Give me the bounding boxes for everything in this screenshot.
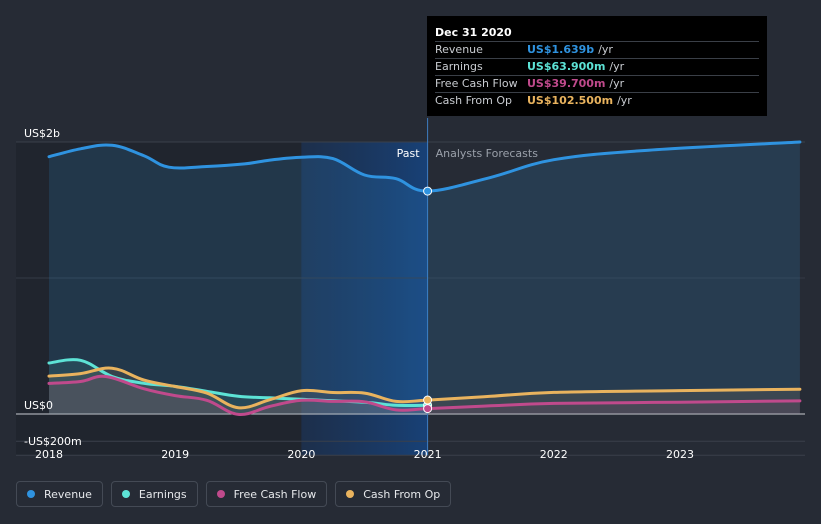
tooltip-row-earnings: Earnings US$63.900m /yr <box>435 59 759 76</box>
point-cash-from-op <box>423 395 433 405</box>
tooltip-value: US$63.900m <box>527 60 606 73</box>
tooltip-unit: /yr <box>617 94 632 107</box>
y-tick-label: -US$200m <box>24 435 82 448</box>
area-earnings <box>49 359 428 414</box>
y-tick-label: US$0 <box>24 399 53 412</box>
x-tick-label: 2023 <box>666 448 694 461</box>
legend-item-earnings[interactable]: Earnings <box>110 481 198 507</box>
tooltip-label: Revenue <box>435 43 483 56</box>
legend-item-revenue[interactable]: Revenue <box>16 481 103 507</box>
legend-dot-icon <box>346 490 355 498</box>
y-tick-label: US$2b <box>24 127 60 140</box>
past-label: Past <box>397 147 421 160</box>
legend-dot-icon <box>216 490 225 498</box>
tooltip-value: US$102.500m <box>527 94 614 107</box>
tooltip-label: Free Cash Flow <box>435 77 518 90</box>
tooltip-label: Earnings <box>435 60 483 73</box>
tooltip-label: Cash From Op <box>435 94 513 107</box>
legend-label: Earnings <box>138 487 187 501</box>
tooltip-unit: /yr <box>609 77 625 90</box>
legend-label: Revenue <box>44 487 92 501</box>
x-tick-label: 2019 <box>161 448 189 461</box>
x-tick-label: 2021 <box>414 448 442 461</box>
point-free-cash-flow <box>423 404 433 414</box>
past-region <box>16 142 302 456</box>
tooltip-unit: /yr <box>598 43 613 56</box>
tooltip: Dec 31 2020 Revenue US$1.639b /yr Earnin… <box>427 16 767 116</box>
area-free-cash-flow <box>49 376 800 415</box>
area-revenue <box>49 142 800 414</box>
tooltip-unit: /yr <box>609 60 625 73</box>
x-tick-label: 2020 <box>287 448 315 461</box>
legend-label: Free Cash Flow <box>233 487 317 501</box>
tooltip-value: US$39.700m <box>527 77 606 90</box>
tooltip-row-revenue: Revenue US$1.639b /yr <box>435 42 759 59</box>
x-tick-label: 2018 <box>35 448 63 461</box>
legend: Revenue Earnings Free Cash Flow Cash Fro… <box>16 481 452 507</box>
legend-dot-icon <box>27 490 35 498</box>
line-free-cash-flow <box>47 374 802 416</box>
legend-item-cash-from-op[interactable]: Cash From Op <box>335 481 452 507</box>
line-cash-from-op <box>47 366 802 410</box>
tooltip-row-cash-from-op: Cash From Op US$102.500m /yr <box>435 93 759 109</box>
legend-dot-icon <box>121 490 130 498</box>
legend-item-free-cash-flow[interactable]: Free Cash Flow <box>205 481 328 507</box>
tooltip-date: Dec 31 2020 <box>435 24 759 42</box>
line-revenue <box>47 140 802 193</box>
point-revenue <box>423 186 433 196</box>
forecast-label: Analysts Forecasts <box>436 147 539 160</box>
tooltip-value: US$1.639b <box>527 43 595 56</box>
legend-label: Cash From Op <box>363 487 441 501</box>
x-tick-label: 2022 <box>540 448 568 461</box>
tooltip-row-free-cash-flow: Free Cash Flow US$39.700m /yr <box>435 76 759 93</box>
